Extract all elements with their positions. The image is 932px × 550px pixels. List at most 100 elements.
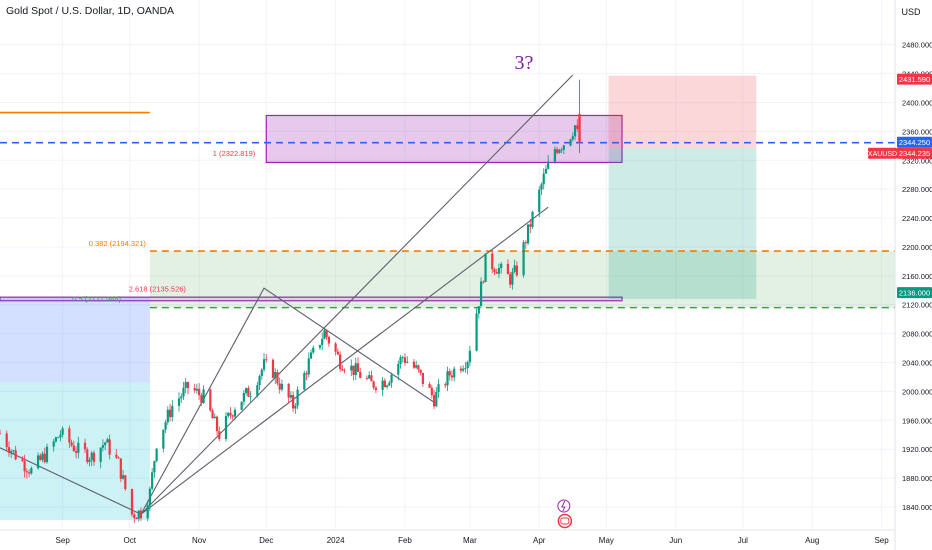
candle-body — [171, 405, 174, 418]
candle-body — [419, 369, 422, 373]
candle-body — [526, 224, 530, 244]
candle-body — [511, 271, 514, 285]
level-label: 0.382 (2194.321) — [89, 239, 147, 248]
price-label-text: 2431.590 — [899, 75, 930, 84]
event-markers[interactable] — [557, 499, 573, 529]
candle-body — [104, 442, 107, 446]
candle-body — [292, 395, 295, 409]
candle-body — [90, 452, 93, 460]
price-label-bg — [897, 136, 932, 148]
candle-body — [182, 387, 185, 397]
candle-body — [482, 281, 485, 283]
candle-body — [119, 458, 122, 479]
candle-body — [428, 384, 431, 388]
price-tick-label: 2080.000 — [902, 330, 932, 339]
candle-body — [569, 139, 572, 146]
candle-body — [321, 338, 324, 345]
candle-body — [401, 357, 404, 359]
fib-label: 2.618 (2135.526) — [129, 285, 187, 294]
candle-body — [385, 385, 389, 388]
candle-body — [538, 189, 541, 212]
candle-body — [352, 365, 355, 376]
price-tick-label: 2240.000 — [902, 214, 932, 223]
price-tick-label: 2000.000 — [902, 387, 932, 396]
candle-body — [215, 416, 219, 432]
candle-body — [544, 168, 548, 174]
candle-body — [21, 459, 24, 461]
candle-body — [432, 395, 436, 407]
time-tick-label: Apr — [533, 536, 546, 545]
horizontal-levels — [0, 111, 895, 309]
candle-body — [327, 336, 331, 344]
candle-body — [14, 450, 17, 460]
candle-body — [10, 450, 13, 454]
candle-body — [86, 449, 89, 462]
fib-label: 0.5 (2121.988) — [72, 294, 121, 303]
candle-body — [450, 375, 454, 378]
candlestick-series — [0, 79, 581, 524]
candle-body — [202, 389, 205, 403]
candle-body — [531, 211, 534, 227]
candle-body — [54, 437, 58, 442]
price-label-text: 2344.250 — [899, 138, 930, 147]
candle-body — [466, 362, 469, 369]
candle-body — [245, 388, 248, 393]
price-axis[interactable]: 2480.0002440.0002400.0002360.0002320.000… — [902, 41, 932, 512]
candle-body — [435, 391, 438, 407]
candle-body — [475, 313, 478, 351]
candle-body — [412, 361, 416, 368]
ticker-label-text: XAUUSD — [868, 151, 897, 158]
candle-body — [271, 359, 275, 378]
candle-body — [256, 385, 259, 396]
currency-label[interactable]: USD — [901, 7, 921, 17]
candle-body — [506, 263, 510, 275]
candle-body — [45, 446, 49, 463]
candle-body — [61, 428, 64, 435]
candle-body — [336, 351, 339, 355]
fib-label: 1 (2322.819) — [213, 149, 256, 158]
candle-body — [213, 416, 216, 419]
candle-body — [224, 415, 228, 440]
time-tick-label: Nov — [192, 536, 206, 545]
candle-body — [151, 472, 154, 489]
candle-body — [36, 455, 40, 469]
candle-body — [515, 265, 518, 276]
candle-body — [406, 361, 409, 363]
candle-body — [260, 369, 263, 377]
candle-body — [500, 263, 503, 269]
candle-body — [262, 359, 266, 370]
zone-support-band — [149, 251, 896, 308]
candle-body — [115, 454, 118, 458]
candle-body — [576, 125, 579, 129]
candle-body — [540, 184, 543, 190]
candle-body — [497, 268, 501, 274]
candle-body — [168, 409, 172, 418]
candle-body — [166, 409, 169, 423]
price-tick-label: 2480.000 — [902, 41, 932, 50]
price-axis-panel[interactable] — [895, 0, 932, 550]
candle-body — [558, 149, 561, 153]
zone-short-stop — [608, 75, 757, 148]
candle-body — [323, 330, 326, 339]
candle-body — [339, 354, 342, 370]
candle-body — [211, 410, 214, 419]
candle-body — [92, 452, 96, 462]
candle-body — [276, 371, 279, 384]
candle-body — [312, 347, 315, 353]
chart-title: Gold Spot / U.S. Dollar, 1D, OANDA — [6, 5, 174, 17]
time-tick-label: Dec — [259, 536, 273, 545]
time-axis[interactable]: Sep Oct Nov Dec 2024 Feb Mar Apr May Jun Jul Aug Sep — [56, 536, 890, 545]
candle-body — [573, 125, 577, 137]
candle-body — [177, 398, 181, 406]
candle-body — [68, 428, 71, 443]
candle-body — [146, 505, 149, 519]
candle-body — [444, 384, 447, 386]
trend-lines — [0, 74, 574, 515]
candle-body — [556, 149, 559, 153]
candle-body — [198, 388, 201, 396]
candle-body — [542, 173, 545, 185]
candle-body — [195, 388, 198, 391]
drawing-zones — [0, 75, 896, 520]
candle-body — [560, 149, 563, 151]
